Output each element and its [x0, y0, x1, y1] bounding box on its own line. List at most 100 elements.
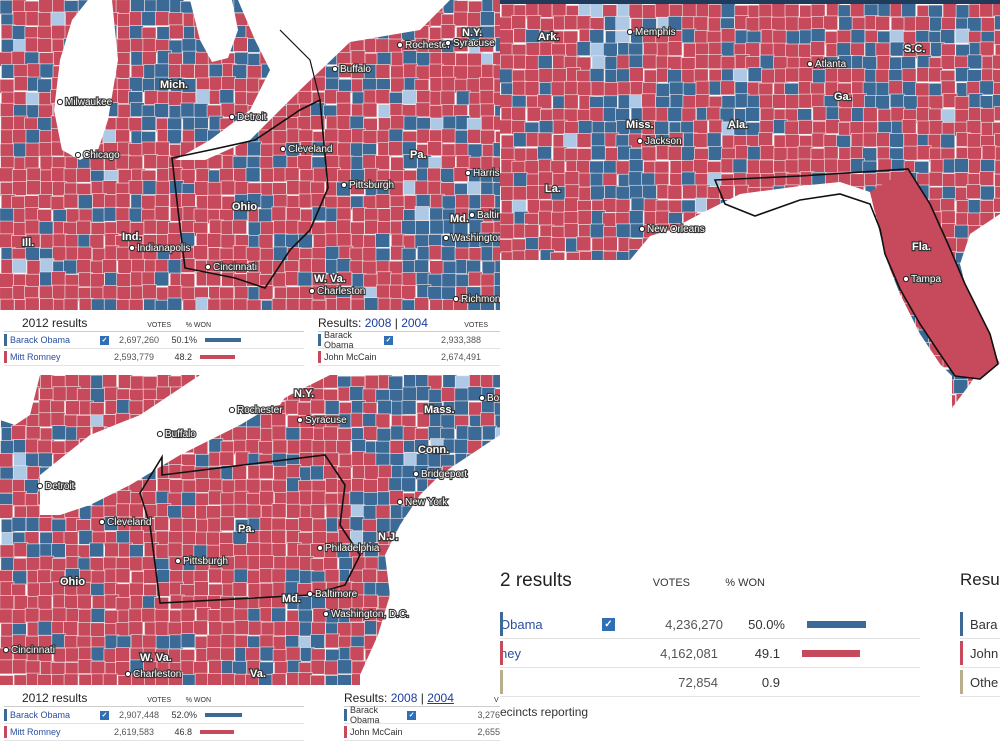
county[interactable] [467, 426, 483, 441]
county[interactable] [52, 284, 67, 300]
county[interactable] [128, 76, 144, 92]
county[interactable] [116, 399, 132, 414]
county[interactable] [233, 37, 248, 52]
county[interactable] [0, 102, 15, 118]
county[interactable] [734, 145, 750, 161]
county[interactable] [115, 597, 131, 612]
county[interactable] [102, 285, 118, 300]
county[interactable] [207, 194, 222, 210]
county[interactable] [708, 41, 724, 57]
county[interactable] [981, 145, 997, 160]
county[interactable] [416, 52, 431, 67]
county[interactable] [758, 94, 774, 110]
county[interactable] [52, 558, 67, 573]
county[interactable] [142, 284, 157, 300]
county[interactable] [955, 67, 970, 82]
county[interactable] [564, 184, 580, 200]
county[interactable] [219, 168, 234, 183]
county[interactable] [271, 568, 287, 584]
county[interactable] [493, 78, 500, 94]
county[interactable] [707, 54, 723, 70]
county[interactable] [273, 465, 289, 481]
county[interactable] [694, 54, 710, 69]
county[interactable] [375, 64, 391, 79]
county[interactable] [798, 93, 814, 109]
county[interactable] [285, 426, 301, 442]
county[interactable] [299, 427, 315, 442]
county[interactable] [388, 128, 404, 144]
county[interactable] [902, 145, 918, 161]
prior-candidate-name[interactable]: John McCain [324, 352, 377, 362]
county[interactable] [13, 595, 29, 610]
county[interactable] [993, 30, 1000, 45]
county[interactable] [89, 542, 104, 558]
county[interactable] [526, 106, 542, 122]
county[interactable] [479, 76, 494, 92]
county[interactable] [103, 298, 119, 310]
county[interactable] [682, 4, 697, 18]
county[interactable] [495, 37, 500, 52]
county[interactable] [141, 11, 157, 27]
county[interactable] [467, 181, 482, 197]
county[interactable] [141, 51, 157, 66]
county[interactable] [524, 81, 540, 96]
candidate-name[interactable]: Barack Obama [10, 335, 71, 345]
county[interactable] [259, 555, 274, 570]
county[interactable] [993, 197, 1000, 213]
county[interactable] [928, 67, 943, 83]
county[interactable] [706, 132, 722, 148]
candidate-name[interactable]: Barack Obama [10, 710, 71, 720]
county[interactable] [641, 146, 657, 162]
candidate-row[interactable]: Obama ✓ 4,236,270 50.0% [500, 610, 920, 639]
county[interactable] [798, 119, 813, 135]
county[interactable] [271, 479, 287, 495]
county[interactable] [193, 620, 208, 636]
county[interactable] [312, 167, 328, 183]
county[interactable] [207, 673, 222, 685]
county[interactable] [875, 82, 891, 97]
county[interactable] [39, 63, 55, 79]
county[interactable] [12, 465, 28, 481]
county[interactable] [720, 41, 736, 57]
county[interactable] [298, 517, 313, 532]
county[interactable] [154, 141, 170, 157]
county[interactable] [25, 246, 40, 262]
county[interactable] [837, 68, 853, 83]
county[interactable] [494, 388, 500, 404]
county[interactable] [628, 184, 644, 200]
county[interactable] [890, 16, 906, 32]
county[interactable] [26, 180, 41, 196]
county[interactable] [167, 285, 183, 300]
county[interactable] [760, 107, 775, 123]
county[interactable] [310, 504, 326, 519]
county[interactable] [604, 147, 620, 162]
county[interactable] [797, 145, 813, 161]
county[interactable] [415, 102, 431, 118]
county[interactable] [492, 0, 500, 13]
link-2008[interactable]: 2008 [390, 691, 418, 705]
county[interactable] [590, 185, 605, 201]
county[interactable] [78, 194, 93, 210]
county[interactable] [207, 233, 222, 248]
county[interactable] [234, 634, 250, 650]
county[interactable] [90, 388, 105, 403]
county[interactable] [511, 106, 526, 122]
county[interactable] [441, 52, 456, 67]
county[interactable] [13, 557, 28, 573]
county[interactable] [979, 4, 995, 18]
county[interactable] [390, 156, 405, 172]
county[interactable] [232, 245, 248, 260]
county[interactable] [440, 246, 456, 262]
county[interactable] [37, 569, 52, 585]
county[interactable] [234, 181, 250, 196]
county[interactable] [115, 622, 131, 637]
county[interactable] [38, 104, 53, 120]
county[interactable] [721, 95, 737, 110]
county[interactable] [440, 414, 456, 430]
county[interactable] [838, 16, 854, 32]
county[interactable] [812, 69, 827, 84]
county[interactable] [195, 453, 210, 469]
county[interactable] [38, 221, 54, 236]
county[interactable] [116, 299, 131, 310]
county[interactable] [90, 570, 106, 586]
